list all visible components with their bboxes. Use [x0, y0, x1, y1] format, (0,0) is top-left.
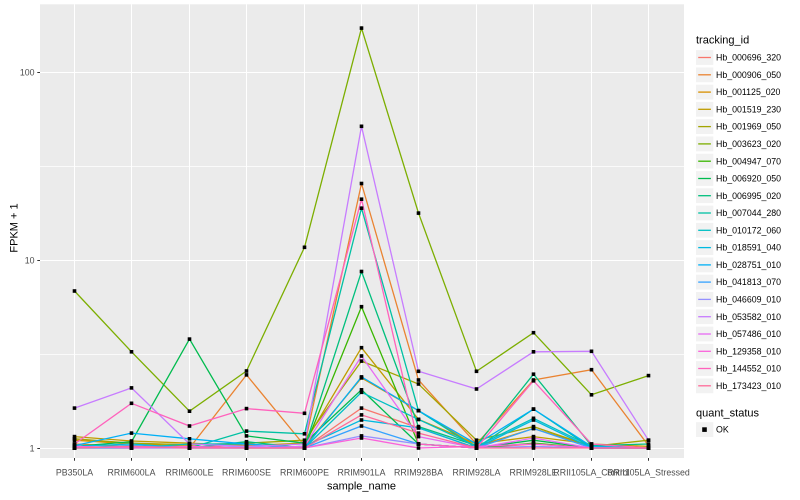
svg-text:RRIM928LE: RRIM928LE: [510, 468, 558, 478]
svg-text:Hb_000906_050: Hb_000906_050: [716, 70, 781, 80]
svg-text:Hb_007044_280: Hb_007044_280: [716, 208, 781, 218]
svg-text:Hb_006995_020: Hb_006995_020: [716, 191, 781, 201]
svg-text:Hb_006920_050: Hb_006920_050: [716, 174, 781, 184]
svg-text:Hb_004947_070: Hb_004947_070: [716, 156, 781, 166]
svg-text:RRIM901LA: RRIM901LA: [338, 468, 386, 478]
svg-text:RRIM600LA: RRIM600LA: [108, 468, 156, 478]
svg-text:Hb_010172_060: Hb_010172_060: [716, 225, 781, 235]
svg-text:Hb_018591_040: Hb_018591_040: [716, 243, 781, 253]
svg-text:RRIM928LA: RRIM928LA: [453, 468, 501, 478]
svg-text:RRIM600SE: RRIM600SE: [222, 468, 271, 478]
svg-text:Hb_053582_010: Hb_053582_010: [716, 312, 781, 322]
svg-text:Hb_129358_010: Hb_129358_010: [716, 346, 781, 356]
svg-text:PB350LA: PB350LA: [56, 468, 93, 478]
svg-text:Hb_057486_010: Hb_057486_010: [716, 329, 781, 339]
svg-text:FPKM + 1: FPKM + 1: [9, 203, 21, 252]
svg-text:Hb_001125_020: Hb_001125_020: [716, 87, 781, 97]
svg-text:Hb_001969_050: Hb_001969_050: [716, 122, 781, 132]
svg-text:10: 10: [25, 256, 35, 266]
svg-text:Hb_003623_020: Hb_003623_020: [716, 139, 781, 149]
svg-text:Hb_046609_010: Hb_046609_010: [716, 295, 781, 305]
svg-text:quant_status: quant_status: [696, 407, 759, 419]
svg-text:1: 1: [30, 443, 35, 453]
svg-text:Hb_000696_320: Hb_000696_320: [716, 53, 781, 63]
svg-text:Hb_144552_010: Hb_144552_010: [716, 364, 781, 374]
svg-text:RRIM600PE: RRIM600PE: [280, 468, 329, 478]
svg-text:sample_name: sample_name: [327, 481, 396, 493]
svg-text:Hb_028751_010: Hb_028751_010: [716, 260, 781, 270]
svg-text:tracking_id: tracking_id: [696, 34, 749, 46]
svg-text:RRIM928BA: RRIM928BA: [394, 468, 443, 478]
svg-text:100: 100: [20, 68, 35, 78]
svg-text:OK: OK: [716, 425, 729, 435]
svg-text:Hb_173423_010: Hb_173423_010: [716, 381, 781, 391]
svg-text:RRII105LA_Stressed: RRII105LA_Stressed: [607, 468, 690, 478]
svg-text:RRII105LA_Control: RRII105LA_Control: [553, 468, 629, 478]
svg-text:Hb_001519_230: Hb_001519_230: [716, 104, 781, 114]
svg-text:RRIM600LE: RRIM600LE: [166, 468, 214, 478]
svg-text:Hb_041813_070: Hb_041813_070: [716, 277, 781, 287]
